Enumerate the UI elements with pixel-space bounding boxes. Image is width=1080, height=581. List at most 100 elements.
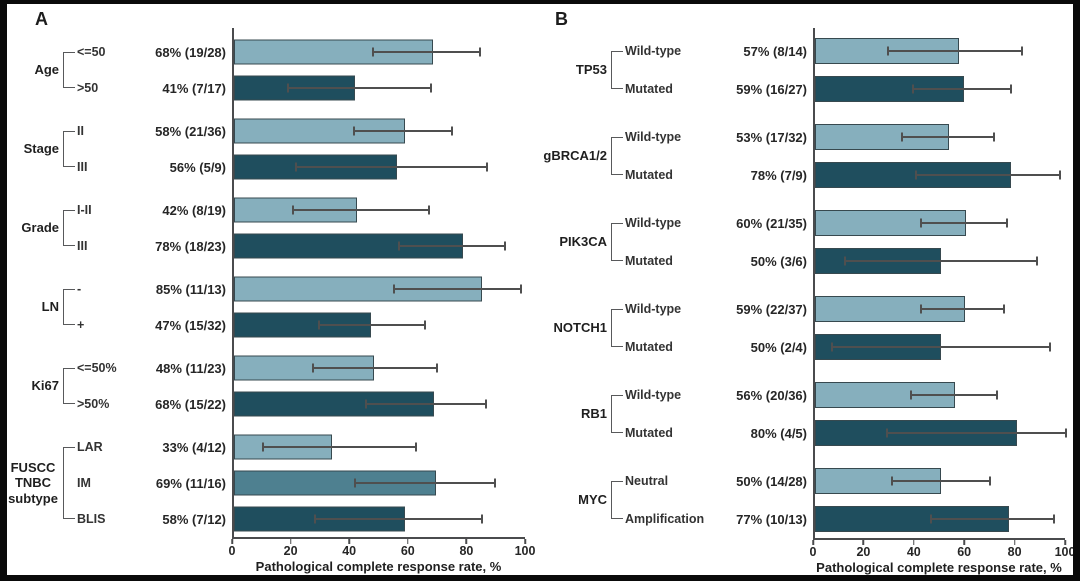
group-label: TP53 xyxy=(575,62,607,78)
row-category-label: III xyxy=(77,160,88,174)
x-axis: 0 20 40 60 80 100 xyxy=(810,538,1073,560)
bar-group: Stage II 58% (21/36) III 56% (5/9) xyxy=(7,113,545,185)
bar-group: RB1 Wild-type 56% (20/36) Mutated 80% (4/5) xyxy=(547,376,1073,452)
bar-row: >50 41% (7/17) xyxy=(77,70,545,106)
error-bar xyxy=(892,480,990,482)
group-rows: Wild-type 57% (8/14) Mutated 59% (16/27) xyxy=(625,32,1073,108)
x-axis-tick-label: 20 xyxy=(283,544,298,558)
group-rows: Wild-type 56% (20/36) Mutated 80% (4/5) xyxy=(625,376,1073,452)
bar-track xyxy=(815,500,1067,538)
row-category-label: IM xyxy=(77,476,91,490)
row-category-label: Mutated xyxy=(625,254,673,268)
row-value-label: 77% (10/13) xyxy=(736,511,807,527)
row-category-label: BLIS xyxy=(77,512,106,526)
error-bar xyxy=(398,245,506,247)
bar-row: Wild-type 53% (17/32) xyxy=(625,118,1073,156)
bar-track xyxy=(234,192,527,228)
x-axis-tick-label: 80 xyxy=(459,544,474,558)
bar-row: IM 69% (11/16) xyxy=(77,465,545,501)
bar-row: Neutral 50% (14/28) xyxy=(625,462,1073,500)
group-rows: Wild-type 53% (17/32) Mutated 78% (7/9) xyxy=(625,118,1073,194)
group-rows: Wild-type 60% (21/35) Mutated 50% (3/6) xyxy=(625,204,1073,280)
group-bracket xyxy=(63,368,75,404)
bar-track xyxy=(815,70,1067,108)
x-axis-tick xyxy=(812,540,814,545)
error-bar xyxy=(312,367,438,369)
panel-letter-a: A xyxy=(35,9,48,29)
bar-row: Mutated 50% (2/4) xyxy=(625,328,1073,366)
row-category-label: Mutated xyxy=(625,340,673,354)
row-category-label: Amplification xyxy=(625,512,705,526)
row-category-label: Wild-type xyxy=(625,44,682,58)
group-rows: Neutral 50% (14/28) Amplification 77% (10/1… xyxy=(625,462,1073,538)
bar-track xyxy=(234,350,527,386)
group-rows: LAR 33% (4/12) IM 69% (11/16) BLIS 58% (7/12) xyxy=(77,429,545,537)
bar-track xyxy=(234,429,527,465)
row-value-label: 59% (22/37) xyxy=(736,301,807,317)
bar-group: FUSCC TNBC subtype LAR 33% (4/12) IM 69% (11… xyxy=(7,429,545,537)
group-rows: <=50 68% (19/28) >50 41% (7/17) xyxy=(77,34,545,106)
row-category-label: I-II xyxy=(77,203,92,217)
bar-row: BLIS 58% (7/12) xyxy=(77,501,545,537)
error-bar xyxy=(912,88,1011,90)
group-bracket xyxy=(611,223,623,261)
x-axis-tick xyxy=(231,539,233,544)
error-bar xyxy=(319,324,426,326)
bar-track xyxy=(234,113,527,149)
row-category-label: Mutated xyxy=(625,168,673,182)
row-value-label: 41% (7/17) xyxy=(162,80,226,96)
error-bar xyxy=(886,432,1066,434)
error-bar xyxy=(902,136,994,138)
x-axis-tick-label: 40 xyxy=(906,545,921,559)
row-category-label: Wild-type xyxy=(625,130,682,144)
y-axis-line xyxy=(232,28,234,537)
x-axis-tick xyxy=(407,539,409,544)
row-category-label: <=50% xyxy=(77,361,117,375)
error-bar xyxy=(915,174,1060,176)
bar-row: III 78% (18/23) xyxy=(77,228,545,264)
group-bracket xyxy=(611,481,623,519)
row-value-label: 50% (3/6) xyxy=(750,253,807,269)
row-value-label: 60% (21/35) xyxy=(736,215,807,231)
group-bracket xyxy=(611,395,623,433)
row-value-label: 58% (7/12) xyxy=(162,511,226,527)
bar-group: TP53 Wild-type 57% (8/14) Mutated 59% (16/27… xyxy=(547,32,1073,108)
row-category-label: + xyxy=(77,318,85,332)
y-axis-line xyxy=(813,28,815,538)
bar-group: Ki67 <=50% 48% (11/23) >50% 68% (15/22) xyxy=(7,350,545,422)
x-axis-tick xyxy=(289,539,292,544)
error-bar xyxy=(393,288,522,290)
group-label: FUSCC TNBC subtype xyxy=(8,459,58,506)
group-label: RB1 xyxy=(580,406,607,422)
bar-track xyxy=(234,386,527,422)
row-category-label: III xyxy=(77,239,88,253)
bar-group: Grade I-II 42% (8/19) III 78% (18/23) xyxy=(7,192,545,264)
bar-row: - 85% (11/13) xyxy=(77,271,545,307)
group-label: MYC xyxy=(578,492,607,508)
x-axis-title: Pathological complete response rate, % xyxy=(816,560,1062,575)
group-bracket xyxy=(63,131,75,167)
row-value-label: 85% (11/13) xyxy=(155,281,226,297)
error-bar xyxy=(287,87,431,89)
row-value-label: 33% (4/12) xyxy=(162,439,226,455)
bar-row: Mutated 78% (7/9) xyxy=(625,156,1073,194)
group-rows: Wild-type 59% (22/37) Mutated 50% (2/4) xyxy=(625,290,1073,366)
row-value-label: 57% (8/14) xyxy=(743,43,807,59)
bar-track xyxy=(815,118,1067,156)
x-axis-tick xyxy=(465,539,468,544)
bar-group: LN - 85% (11/13) +47% (15/32) xyxy=(7,271,545,343)
group-label: Stage xyxy=(23,141,59,157)
panel-b: B TP53 Wild-type 57% (8/14) Mutated 59% (16/… xyxy=(543,4,1073,575)
bar-group: gBRCA1/2 Wild-type 53% (17/32) Mutated 78% (… xyxy=(543,118,1073,194)
row-category-label: Wild-type xyxy=(625,302,682,316)
row-category-label: Neutral xyxy=(625,474,669,488)
bar-group: Age <=50 68% (19/28) >50 41% (7/17) xyxy=(7,34,545,106)
bar-track xyxy=(815,204,1067,242)
bar-group: PIK3CA Wild-type 60% (21/35) Mutated 50% (3/… xyxy=(547,204,1073,280)
error-bar xyxy=(373,51,481,53)
row-value-label: 56% (5/9) xyxy=(169,159,226,175)
row-value-label: 59% (16/27) xyxy=(736,81,807,97)
bar-row: Wild-type 56% (20/36) xyxy=(625,376,1073,414)
row-value-label: 78% (18/23) xyxy=(155,238,226,254)
